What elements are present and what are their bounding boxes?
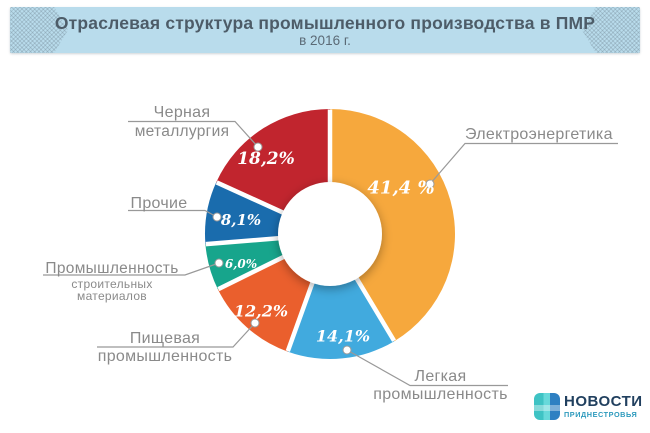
label-line: промышленность <box>373 386 508 403</box>
callout-dot <box>342 345 352 355</box>
callout-connector-line <box>97 322 256 348</box>
chart-subtitle: в 2016 г. <box>299 33 351 48</box>
donut-hole <box>278 182 382 286</box>
label-line: Пищевая <box>129 330 201 347</box>
label-electroenergetika: Электроэнергетика <box>465 127 625 146</box>
callout-connector-line <box>43 262 220 276</box>
logo-title: НОВОСТИ <box>564 393 643 411</box>
callout-dot <box>425 179 435 189</box>
logo-subtitle: ПРИДНЕСТРОВЬЯ <box>564 410 638 420</box>
label-line: Электроэнергетика <box>465 126 613 143</box>
pct-label: 12,2% <box>234 302 288 321</box>
callout-connector-line <box>346 349 508 387</box>
label-legkaya: Легкая промышленность <box>372 369 509 403</box>
callout-dot <box>214 258 224 268</box>
pct-label: 6,0% <box>225 257 257 271</box>
n-monogram-icon <box>534 393 560 420</box>
label-stroymaterialy: Промышленность строительных материалов <box>36 261 188 302</box>
label-prochie: Прочие <box>118 196 200 215</box>
header-banner: Отраслевая структура промышленного произ… <box>10 7 640 53</box>
callout-connector-line <box>128 120 259 148</box>
pct-label: 8,1% <box>221 211 261 229</box>
callout-connector-line <box>429 142 618 185</box>
pie-slice-1 <box>287 234 395 359</box>
ribbon-hatch-left <box>10 7 68 53</box>
label-pischevaya: Пищевая промышленность <box>95 331 235 365</box>
pct-label: 18,2% <box>237 149 295 169</box>
label-line: Прочие <box>130 195 188 212</box>
label-line: промышленность <box>97 348 233 365</box>
label-line: Черная <box>153 104 211 121</box>
logo-text: НОВОСТИ ПРИДНЕСТРОВЬЯ <box>564 394 643 418</box>
callout-dot <box>212 212 222 222</box>
pct-label: 41,4 % <box>367 178 434 199</box>
callout-dot <box>253 142 263 152</box>
callout-dot <box>250 318 260 328</box>
label-line: Легкая <box>414 368 467 385</box>
label-line: Промышленность <box>45 260 179 277</box>
callout-connector-line <box>128 209 218 218</box>
label-line: металлургия <box>134 123 230 140</box>
pct-label: 14,1% <box>316 327 370 346</box>
label-chernaya-metallurgiya: Черная металлургия <box>128 105 236 140</box>
label-line: строительных материалов <box>71 277 153 303</box>
news-pridnestrovya-logo: НОВОСТИ ПРИДНЕСТРОВЬЯ <box>534 393 643 420</box>
chart-title: Отраслевая структура промышленного произ… <box>54 13 596 33</box>
ribbon-hatch-right <box>582 7 640 53</box>
